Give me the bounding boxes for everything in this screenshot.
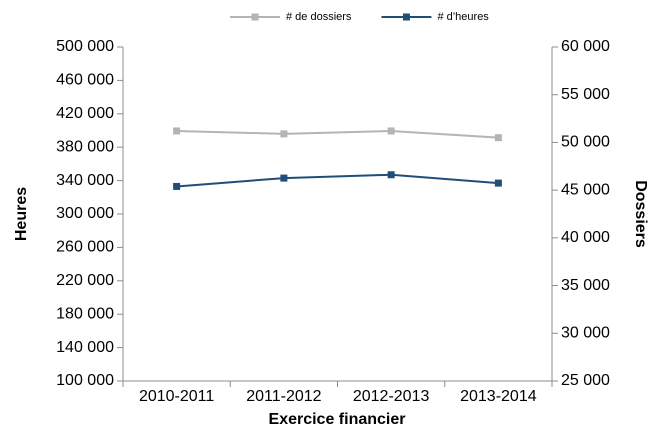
legend-label: # de dossiers [286,11,352,23]
point [494,179,502,187]
y-tick-label: 140 000 [56,339,114,356]
x-tick-label: 2012-2013 [353,388,430,405]
point [173,182,181,190]
y2-tick-label: 35 000 [561,277,610,294]
x-axis-title: Exercice financier [269,411,406,428]
y2-tick-label: 50 000 [561,134,610,151]
y2-tick-label: 40 000 [561,229,610,246]
y-tick-label: 220 000 [56,272,114,289]
y-tick-label: 420 000 [56,105,114,122]
x-tick-label: 2013-2014 [460,388,537,405]
y2-tick-label: 55 000 [561,86,610,103]
y2-tick-label: 45 000 [561,181,610,198]
x-tick-label: 2011-2012 [246,388,321,405]
legend-label: # d’heures [437,11,489,23]
y2-tick-label: 60 000 [561,38,610,55]
y-tick-label: 300 000 [56,205,114,222]
y2-axis-title: Dossiers [632,180,649,248]
point [173,127,181,135]
y-tick-label: 500 000 [56,38,114,55]
legend-marker [251,13,259,21]
y-tick-label: 260 000 [56,239,114,256]
y-tick-label: 100 000 [56,372,114,389]
point [280,174,288,182]
series-line [176,173,499,188]
y-tick-label: 380 000 [56,138,114,155]
y2-tick-label: 30 000 [561,325,610,342]
point [387,171,395,179]
y2-tick-label: 25 000 [561,372,610,389]
y-tick-label: 460 000 [56,72,114,89]
point [280,130,288,138]
x-tick-label: 2010-2011 [139,388,214,405]
y-tick-label: 180 000 [56,305,114,322]
series-line [176,129,499,139]
y-tick-label: 340 000 [56,172,114,189]
point [387,127,395,135]
y-axis-title: Heures [13,187,30,241]
point [494,134,502,142]
legend-marker [402,13,410,21]
